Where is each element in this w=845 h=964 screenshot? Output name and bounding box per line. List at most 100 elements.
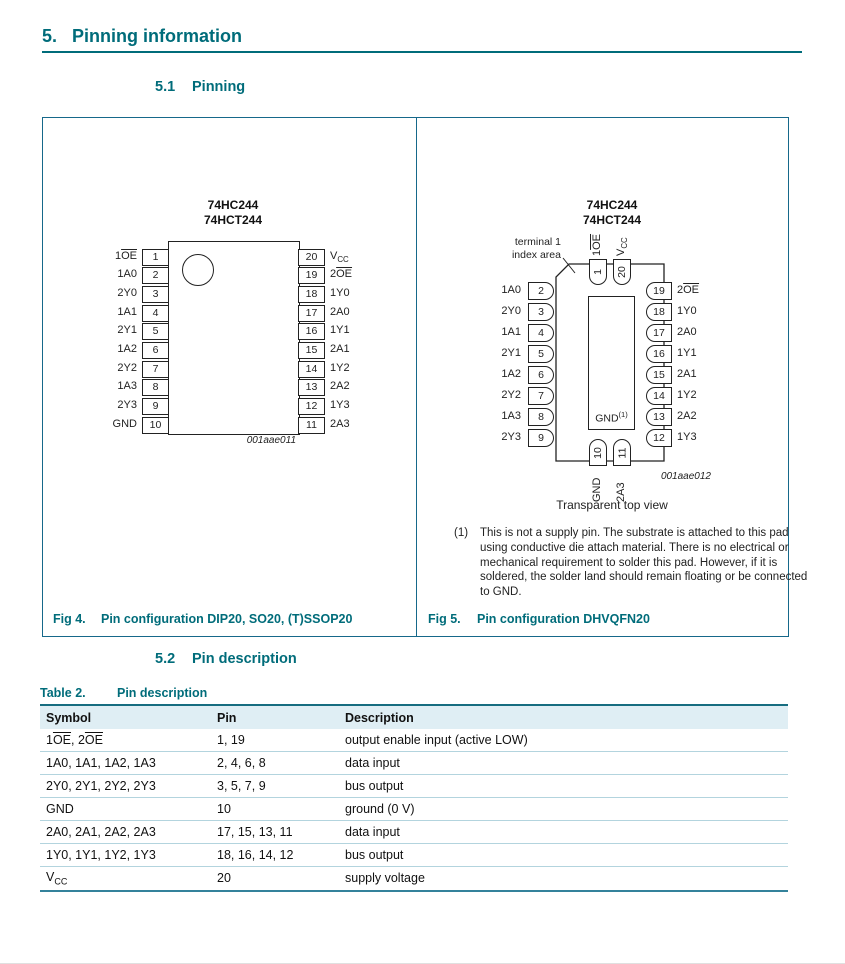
dip-pin-row: 2Y0 3 xyxy=(43,285,416,303)
cell-pin: 17, 15, 13, 11 xyxy=(211,820,339,844)
dip-pin-row: 2Y3 9 xyxy=(43,398,416,416)
dip-pin-row: GND 10 xyxy=(43,416,416,434)
pin-number-box: 18 xyxy=(298,285,325,303)
table-row: 1A0, 1A1, 1A2, 1A3 2, 4, 6, 8 data input xyxy=(40,751,788,775)
pin-label: 1Y1 xyxy=(677,347,697,359)
pin-terminal: 16 xyxy=(646,345,672,363)
pin-label: 2A0 xyxy=(677,326,697,338)
pin-terminal: 6 xyxy=(528,366,554,384)
cell-description: supply voltage xyxy=(339,866,788,892)
pin-terminal: 7 xyxy=(528,387,554,405)
part-number: 74HCT244 xyxy=(203,213,263,227)
subsection-number: 5.1 xyxy=(155,79,176,95)
pin-number-box: 15 xyxy=(298,342,325,359)
pin-label: VCC xyxy=(330,249,349,264)
pin-label: 2Y3 xyxy=(501,431,521,443)
pin-label: 1Y2 xyxy=(677,389,697,401)
cell-symbol: 1OE, 2OE xyxy=(40,729,211,752)
dip-pin-row: 11 2A3 xyxy=(43,416,416,434)
pin-number-box: 9 xyxy=(142,398,169,416)
qfn-center-pad: GND(1) xyxy=(588,296,635,430)
pin-terminal: 13 xyxy=(646,408,672,426)
table-row: 1Y0, 1Y1, 1Y2, 1Y3 18, 16, 14, 12 bus outp… xyxy=(40,843,788,867)
pin1-indicator-circle xyxy=(182,254,214,286)
pin-label: GND xyxy=(112,417,137,430)
cell-description: data input xyxy=(339,751,788,775)
pin-label: 1A2 xyxy=(501,368,521,380)
pin-label: 1A2 xyxy=(117,343,137,355)
pin-terminal: 17 xyxy=(646,324,672,342)
pin-label: 2OE xyxy=(677,284,700,296)
section-rule xyxy=(42,51,802,53)
cell-symbol: 2A0, 2A1, 2A2, 2A3 xyxy=(40,820,211,844)
pin-number-box: 2 xyxy=(142,267,169,285)
cell-pin: 3, 5, 7, 9 xyxy=(211,774,339,798)
pin-number-box: 4 xyxy=(142,304,169,322)
part-number: 74HCT244 xyxy=(582,213,642,227)
pin-label: 2A2 xyxy=(330,380,350,393)
dip-pin-row: 12 1Y3 xyxy=(43,398,416,416)
pin-label: 1Y0 xyxy=(677,305,697,317)
pin-label: 2Y2 xyxy=(501,389,521,401)
dip-pin-row: 2Y2 7 xyxy=(43,360,416,378)
dip-pin-row: 1OE 1 xyxy=(43,248,416,266)
footnote-marker: (1) xyxy=(454,527,469,539)
table-header-row: Symbol Pin Description xyxy=(40,705,788,729)
pin-number-box: 13 xyxy=(298,379,325,397)
figure-divider xyxy=(416,118,417,636)
pin-number-box: 20 xyxy=(298,248,325,266)
cell-symbol: 2Y0, 2Y1, 2Y2, 2Y3 xyxy=(40,774,211,798)
pin-number-box: 7 xyxy=(142,360,169,378)
pin-label: 1A1 xyxy=(501,326,521,338)
pin-terminal: 3 xyxy=(528,303,554,321)
pin-number-box: 11 xyxy=(298,416,325,434)
figure-panel: 74HC244 74HCT244 1OE 1 1A0 2 2Y0 3 1A1 4 2Y1 5 1A2… xyxy=(42,117,807,637)
section-title: Pinning information xyxy=(72,26,242,46)
cell-description: bus output xyxy=(339,843,788,867)
cell-pin: 20 xyxy=(211,866,339,892)
cell-symbol: GND xyxy=(40,797,211,821)
pin-label: 2A0 xyxy=(330,305,350,318)
table-row: GND 10 ground (0 V) xyxy=(40,797,788,821)
pin-number-box: 17 xyxy=(298,304,325,322)
pin-terminal: 12 xyxy=(646,429,672,447)
part-number: 74HC244 xyxy=(586,198,638,212)
cell-description: ground (0 V) xyxy=(339,797,788,821)
pin-terminal: 14 xyxy=(646,387,672,405)
pin-label: 2Y2 xyxy=(117,361,137,374)
cell-pin: 2, 4, 6, 8 xyxy=(211,751,339,775)
dip-pin-row: 14 1Y2 xyxy=(43,360,416,378)
pin-label: 1Y3 xyxy=(677,431,697,443)
cell-symbol: VCC xyxy=(40,866,211,892)
pin-label: 1A0 xyxy=(117,268,137,281)
pin-label: 1A1 xyxy=(117,305,137,318)
qfn-body-outline xyxy=(555,257,665,462)
dip-pin-row: 19 2OE xyxy=(43,267,416,285)
view-label: Transparent top view xyxy=(556,498,668,512)
pin-label: 1Y1 xyxy=(330,324,350,337)
table-title: Pin description xyxy=(117,686,208,700)
column-header: Symbol xyxy=(46,710,92,725)
table-row: 1OE, 2OE 1, 19 output enable input (active… xyxy=(40,729,788,752)
pin-description-table: Symbol Pin Description 1OE, 2OE 1, 19 output… xyxy=(40,704,788,892)
qfn-pad-label: GND(1) xyxy=(595,409,628,425)
subsection-number: 5.2 xyxy=(155,651,176,667)
table-row: 2A0, 2A1, 2A2, 2A3 17, 15, 13, 11 data inp… xyxy=(40,820,788,844)
pin-terminal: 1 xyxy=(589,259,607,285)
dip-pin-row: 1A0 2 xyxy=(43,267,416,285)
pin-number-box: 6 xyxy=(142,342,169,359)
dip-pin-row: 20 VCC xyxy=(43,248,416,266)
dip-pin-row: 2Y1 5 xyxy=(43,323,416,341)
dip-pin-row: 1A2 6 xyxy=(43,342,416,359)
cell-pin: 10 xyxy=(211,797,339,821)
dip-package-title: 74HC244 74HCT244 xyxy=(143,198,323,228)
pin-label: 2A1 xyxy=(330,343,350,355)
pin-terminal: 19 xyxy=(646,282,672,300)
pin-label: 1OE xyxy=(590,233,603,256)
cell-pin: 18, 16, 14, 12 xyxy=(211,843,339,867)
terminal-index-label: terminal 1 index area xyxy=(511,236,561,261)
pin-label: 1Y2 xyxy=(330,361,350,374)
pin-label: GND xyxy=(590,477,603,502)
pin-label: 2A2 xyxy=(677,410,697,422)
